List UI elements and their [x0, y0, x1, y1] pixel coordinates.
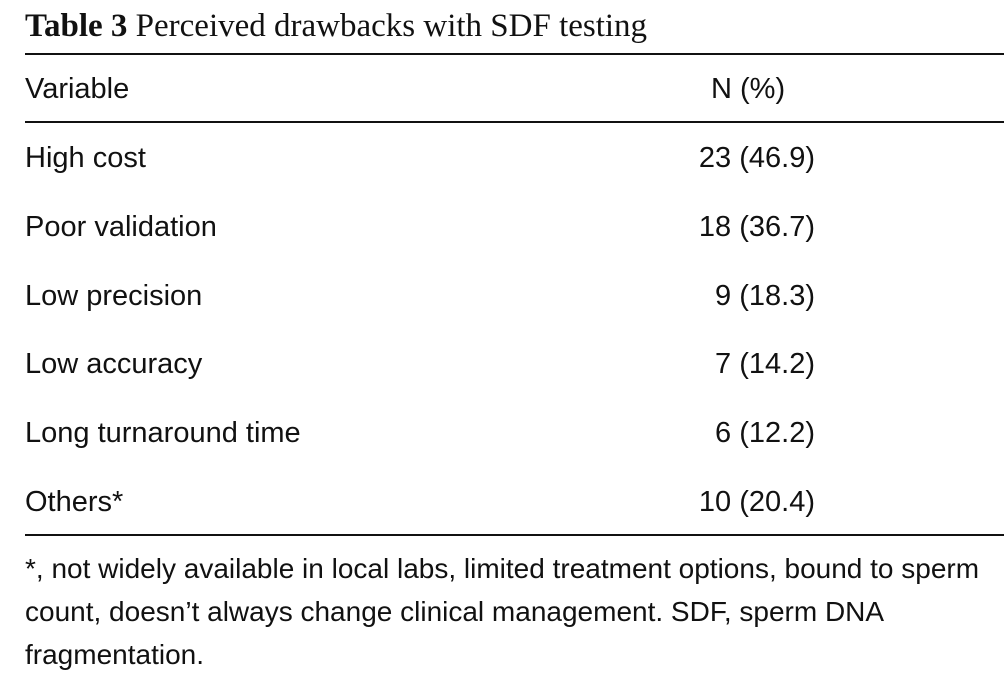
row-variable: Low accuracy	[25, 348, 203, 380]
table-label: Table 3	[25, 8, 128, 44]
table-footnote: *, not widely available in local labs, l…	[25, 553, 980, 670]
table-caption: Table 3 Perceived drawbacks with SDF tes…	[25, 6, 647, 46]
table-title: Perceived drawbacks with SDF testing	[135, 8, 648, 44]
row-value: 23 (46.9)	[698, 142, 815, 174]
header-n-percent: N (%)	[711, 73, 786, 105]
row-variable: Others*	[25, 486, 124, 518]
row-variable: Low precision	[25, 280, 203, 312]
header-rule	[25, 121, 1004, 123]
row-value: 7 (14.2)	[715, 348, 815, 380]
row-variable: Long turnaround time	[25, 417, 301, 449]
row-value: 10 (20.4)	[698, 486, 815, 518]
row-value: 18 (36.7)	[698, 211, 815, 243]
bottom-rule	[25, 534, 1004, 536]
row-variable: High cost	[25, 142, 146, 174]
row-value: 9 (18.3)	[715, 280, 815, 312]
row-variable: Poor validation	[25, 211, 217, 243]
row-value: 6 (12.2)	[715, 417, 815, 449]
top-rule	[25, 53, 1004, 55]
header-variable: Variable	[25, 73, 130, 105]
